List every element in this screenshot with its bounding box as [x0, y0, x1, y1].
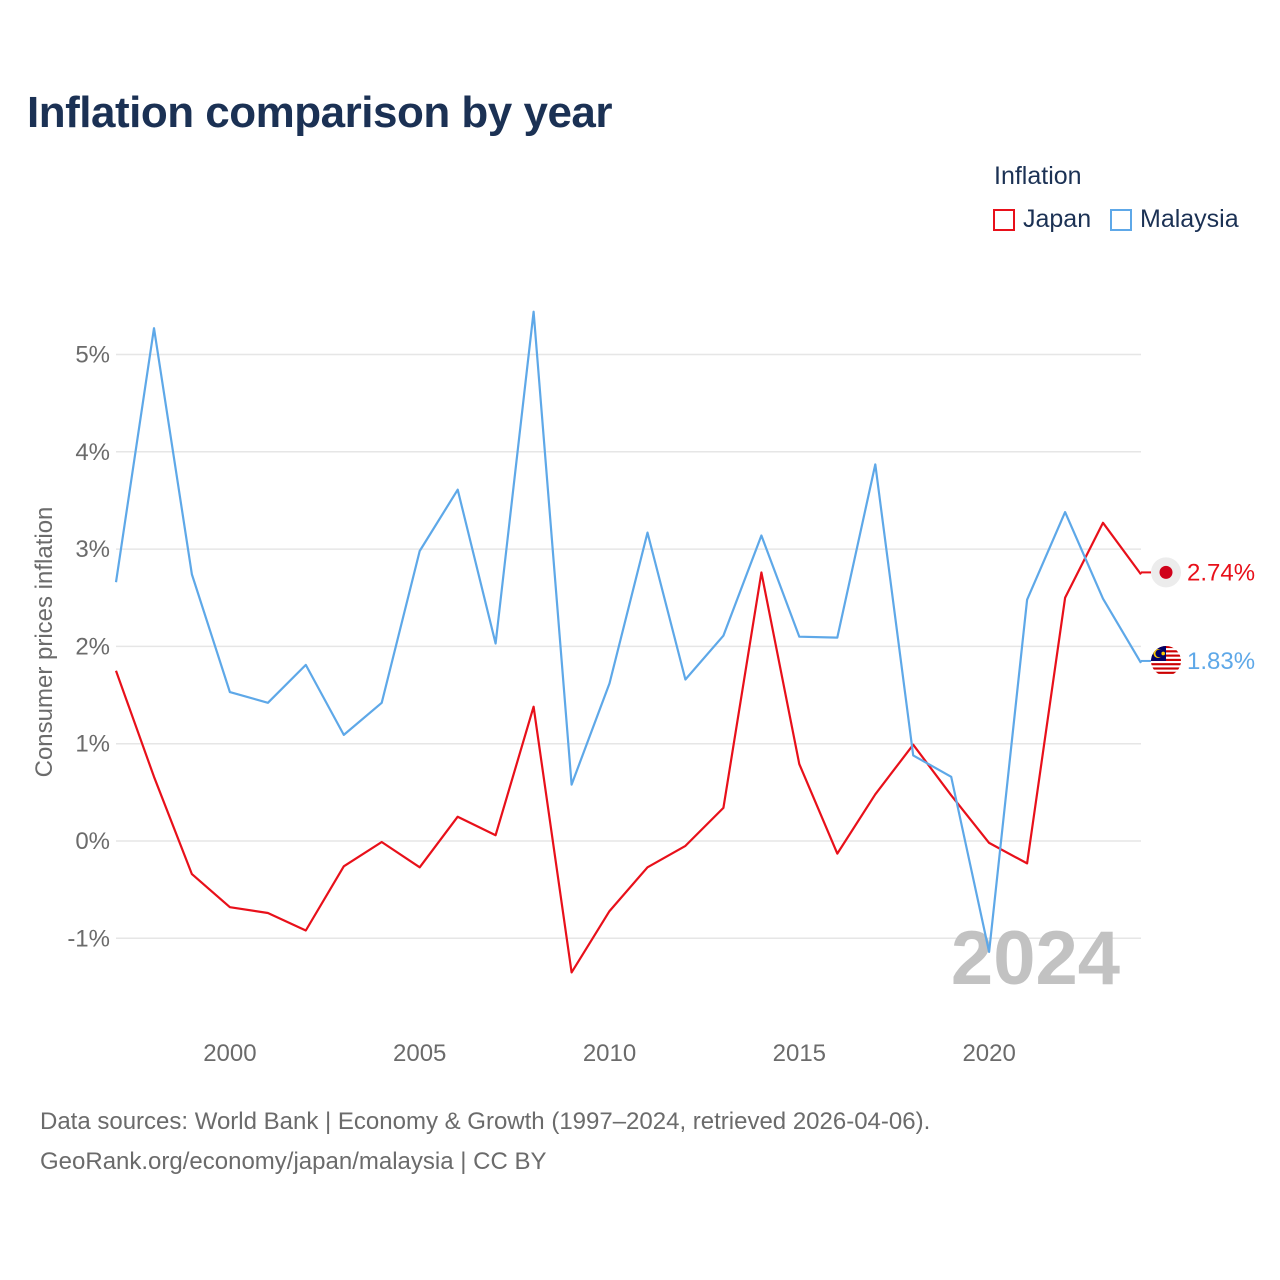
- y-tick-label: -1%: [67, 925, 110, 952]
- x-tick-label: 2015: [773, 1040, 826, 1067]
- end-value-label-malaysia: 1.83%: [1187, 648, 1255, 675]
- y-tick-label: 2%: [75, 633, 110, 660]
- source-note: Data sources: World Bank | Economy & Gro…: [40, 1108, 931, 1135]
- japan-flag-icon: [1151, 557, 1181, 588]
- y-axis-label: Consumer prices inflation: [31, 507, 58, 778]
- y-tick-label: 0%: [75, 828, 110, 855]
- legend-label-japan: Japan: [1023, 205, 1092, 233]
- x-tick-label: 2020: [962, 1040, 1015, 1067]
- x-tick-label: 2010: [583, 1040, 636, 1067]
- series-line-japan[interactable]: [114, 521, 1142, 974]
- series-line-malaysia[interactable]: [114, 310, 1142, 954]
- y-tick-label: 3%: [75, 536, 110, 563]
- legend-item-malaysia[interactable]: Malaysia: [1110, 205, 1239, 234]
- end-value-label-japan: 2.74%: [1187, 559, 1255, 586]
- y-tick-label: 1%: [75, 731, 110, 758]
- y-tick-label: 4%: [75, 439, 110, 466]
- grid-lines: [116, 353, 1141, 940]
- series-lines: [114, 310, 1142, 974]
- legend-label-malaysia: Malaysia: [1140, 205, 1239, 233]
- x-axis-ticks: 2000 2005 2010 2015 2020: [203, 1040, 1016, 1067]
- legend-swatch-malaysia: [1110, 208, 1132, 231]
- legend-title: Inflation: [994, 162, 1082, 190]
- legend-item-japan[interactable]: Japan: [993, 205, 1091, 234]
- y-axis-ticks: -1% 0% 1% 2% 3% 4% 5%: [67, 342, 110, 953]
- legend-swatch-japan: [993, 208, 1015, 231]
- x-tick-label: 2000: [203, 1040, 256, 1067]
- malaysia-flag-icon: [1151, 645, 1181, 676]
- y-tick-label: 5%: [75, 342, 110, 369]
- year-watermark: 2024: [951, 916, 1120, 1001]
- chart-title: Inflation comparison by year: [27, 88, 613, 137]
- credit-note: GeoRank.org/economy/japan/malaysia | CC …: [40, 1148, 547, 1175]
- x-tick-label: 2005: [393, 1040, 446, 1067]
- series-end-labels: 2.74% 1.83%: [1141, 557, 1255, 676]
